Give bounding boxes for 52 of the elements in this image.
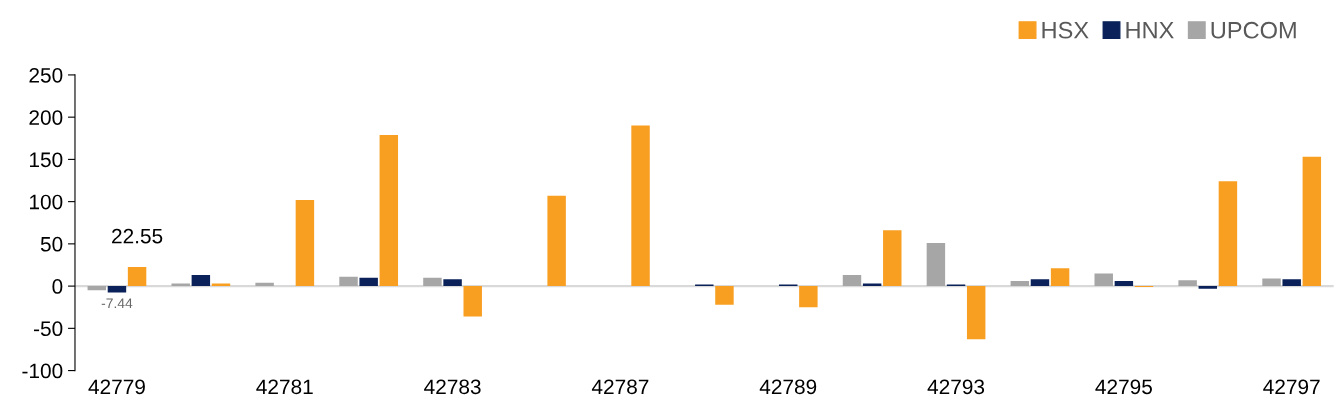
bar [966,286,986,340]
legend-label: HNX [1126,22,1174,39]
bar [547,195,566,287]
bar [127,267,147,287]
bar [379,134,399,287]
y-tick-label: 0 [52,279,63,294]
y-tick-label: 100 [30,194,63,210]
bar [926,243,946,287]
x-tick-label: 42787 [591,379,649,395]
x-tick-label: 42793 [927,379,985,395]
bar [631,125,650,287]
bar [443,279,462,287]
data-label: 22.55 [112,228,163,244]
data-label: -7.44 [101,298,133,309]
bar [883,230,902,287]
x-tick-label: 42789 [759,379,817,395]
bar [1218,181,1238,287]
bar [1030,279,1050,287]
bar [463,286,482,317]
bar [1302,156,1322,287]
y-tick-label: 150 [30,152,63,168]
x-tick-label: 42795 [1095,379,1152,395]
x-tick-label: 42797 [1263,379,1320,395]
x-tick-label: 42783 [424,379,481,395]
bar [1282,279,1301,287]
bar [255,282,274,287]
bar [1198,286,1218,289]
bar [87,286,107,291]
y-tick-label: 250 [29,67,63,83]
bar [1050,268,1070,287]
bar [1094,273,1113,287]
y-tick-label: -100 [22,363,63,379]
bar [107,286,127,293]
legend-label: UPCOM [1211,21,1296,39]
bar [1178,280,1197,287]
y-tick-label: -50 [34,321,63,337]
bar [1262,278,1281,287]
bar [339,276,358,287]
bar [423,277,442,287]
bar [715,286,734,305]
bar [1010,281,1030,287]
bar [359,277,378,287]
bar [295,199,315,287]
y-tick-label: 50 [40,236,63,252]
bar [191,275,211,287]
bar [1114,281,1134,287]
bar [842,275,862,287]
x-tick-label: 42779 [88,379,145,395]
legend-label: HSX [1042,21,1089,39]
x-tick-label: 42781 [256,379,313,395]
y-tick-label: 200 [29,110,63,125]
bar [799,286,818,308]
